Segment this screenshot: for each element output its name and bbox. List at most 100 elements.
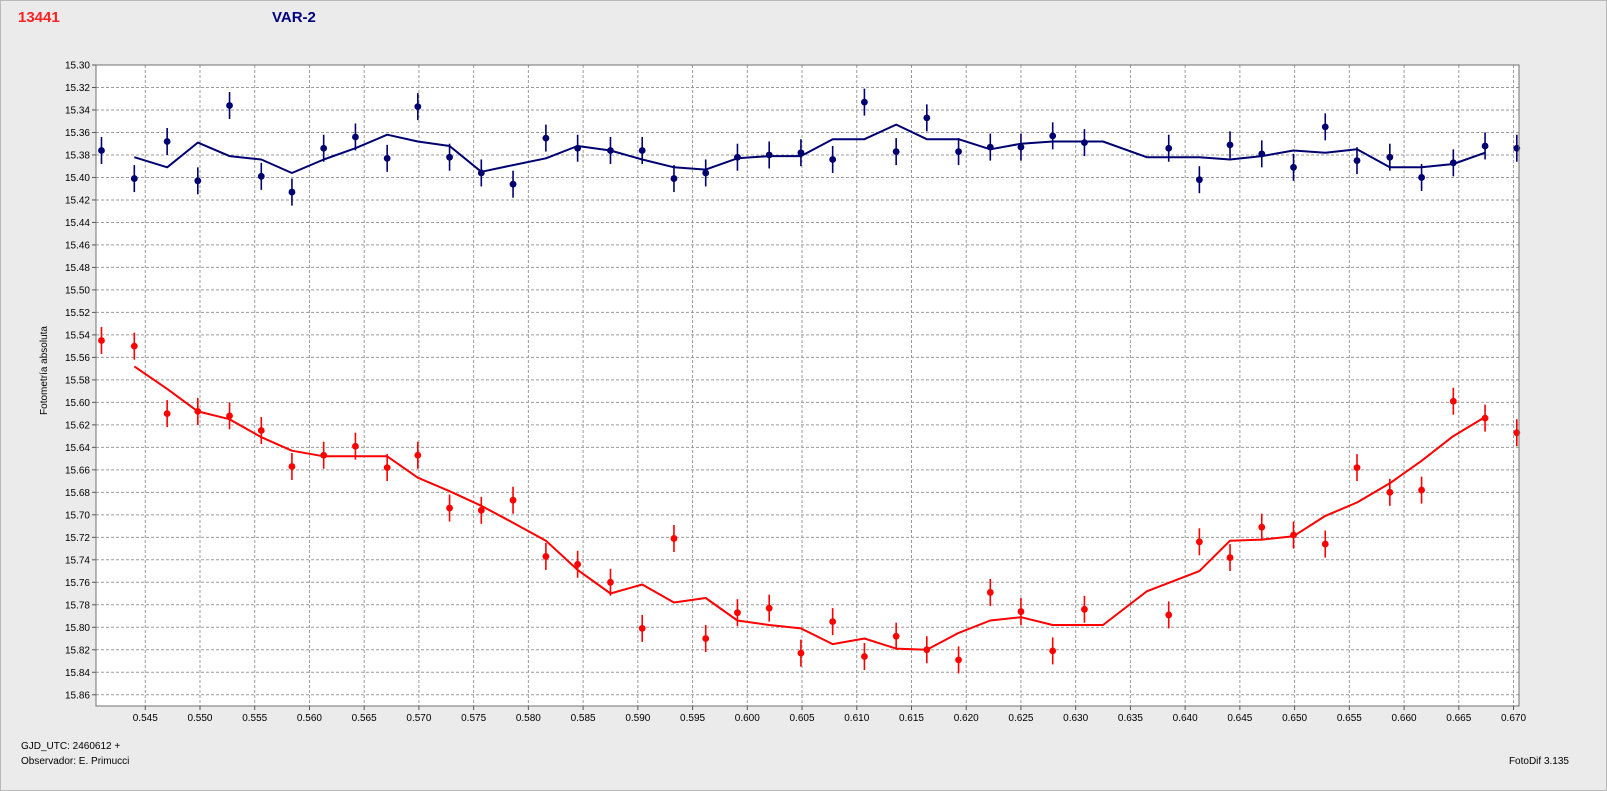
grid-lines [96, 64, 1519, 706]
data-point [1418, 486, 1425, 494]
data-point [383, 154, 391, 162]
x-tick-label: 0.605 [790, 713, 815, 724]
x-tick-label: 0.580 [516, 713, 541, 724]
y-tick-label: 15.54 [65, 330, 90, 341]
data-point [509, 180, 517, 188]
x-tick-label: 0.570 [406, 713, 431, 724]
data-point [1449, 159, 1457, 167]
series-2 [98, 327, 1521, 674]
observer-label: Observador: E. Primucci [21, 756, 130, 767]
x-tick-label: 0.590 [625, 713, 650, 724]
data-point [194, 407, 202, 415]
y-tick-label: 15.52 [65, 308, 90, 319]
x-tick-label: 0.615 [899, 713, 924, 724]
data-point [861, 98, 868, 106]
data-point [1353, 464, 1361, 471]
y-axis-ticks: 15.30 15.32 15.34 15.36 15.38 15.40 15.42 15.44… [65, 61, 96, 701]
y-tick-label: 15.60 [65, 398, 90, 409]
data-point [1481, 142, 1489, 150]
data-point [288, 188, 296, 196]
data-point [352, 133, 359, 141]
data-point [829, 156, 837, 163]
x-tick-label: 0.635 [1118, 713, 1143, 724]
data-point [734, 153, 741, 161]
data-point [542, 553, 550, 560]
x-tick-label: 0.560 [297, 713, 322, 724]
x-axis-ticks: 0.545 0.550 0.555 0.560 0.565 0.570 0.575 0.580… [133, 706, 1526, 724]
data-point [1081, 139, 1088, 146]
y-tick-label: 15.58 [65, 375, 90, 386]
data-point [446, 504, 453, 512]
star-id-title: 13441 [18, 9, 60, 26]
data-point [383, 464, 391, 471]
data-point [607, 147, 614, 154]
data-point [414, 451, 422, 459]
y-tick-label: 15.44 [65, 218, 90, 229]
data-point [163, 138, 171, 145]
x-tick-label: 0.640 [1173, 713, 1198, 724]
y-tick-label: 15.56 [65, 353, 90, 364]
data-point [607, 578, 614, 586]
data-point [638, 625, 646, 632]
data-point [986, 143, 994, 151]
data-point [509, 496, 517, 504]
data-point [1017, 608, 1025, 615]
x-tick-label: 0.600 [735, 713, 760, 724]
y-tick-label: 15.78 [65, 600, 90, 611]
data-point [414, 103, 422, 111]
data-point [1017, 143, 1025, 151]
x-tick-label: 0.665 [1446, 713, 1471, 724]
y-tick-label: 15.66 [65, 465, 90, 476]
y-tick-label: 15.72 [65, 533, 90, 544]
data-point [226, 412, 233, 420]
data-point [1386, 488, 1394, 496]
data-point [638, 147, 646, 154]
data-point [1165, 144, 1173, 152]
data-point [352, 442, 359, 450]
x-tick-label: 0.660 [1392, 713, 1417, 724]
y-tick-label: 15.62 [65, 420, 90, 431]
data-point [797, 149, 805, 157]
x-tick-label: 0.555 [242, 713, 267, 724]
y-tick-label: 15.36 [65, 128, 90, 139]
data-point [542, 134, 550, 142]
data-point [923, 646, 931, 654]
data-point [1321, 123, 1329, 131]
data-point [1081, 605, 1088, 613]
x-tick-label: 0.650 [1282, 713, 1307, 724]
series-1 [98, 88, 1521, 206]
y-tick-label: 15.34 [65, 105, 90, 116]
data-point [226, 102, 233, 109]
x-tick-label: 0.630 [1063, 713, 1088, 724]
version-label: FotoDif 3.135 [1508, 756, 1569, 767]
data-point [892, 632, 900, 640]
y-tick-label: 15.82 [65, 645, 90, 656]
data-point [1195, 538, 1203, 546]
x-tick-label: 0.550 [187, 713, 212, 724]
data-point [1195, 176, 1203, 184]
data-series [98, 88, 1521, 674]
x-tick-label: 0.565 [352, 713, 377, 724]
y-tick-label: 15.70 [65, 510, 90, 521]
data-point [446, 153, 453, 161]
data-point [765, 604, 773, 612]
x-tick-label: 0.610 [844, 713, 869, 724]
data-point [923, 114, 931, 122]
y-tick-label: 15.76 [65, 578, 90, 589]
data-point [1258, 150, 1266, 158]
data-point [1165, 611, 1173, 619]
data-point [1290, 531, 1297, 539]
x-tick-label: 0.645 [1227, 713, 1252, 724]
data-point [163, 410, 171, 418]
data-point [765, 151, 773, 159]
data-point [955, 656, 962, 664]
x-tick-label: 0.620 [954, 713, 979, 724]
y-tick-label: 15.74 [65, 555, 90, 566]
data-point [320, 451, 328, 459]
data-point [574, 144, 582, 152]
data-point [861, 653, 868, 660]
data-point [670, 175, 678, 182]
data-point [986, 589, 994, 596]
data-point [702, 635, 710, 642]
